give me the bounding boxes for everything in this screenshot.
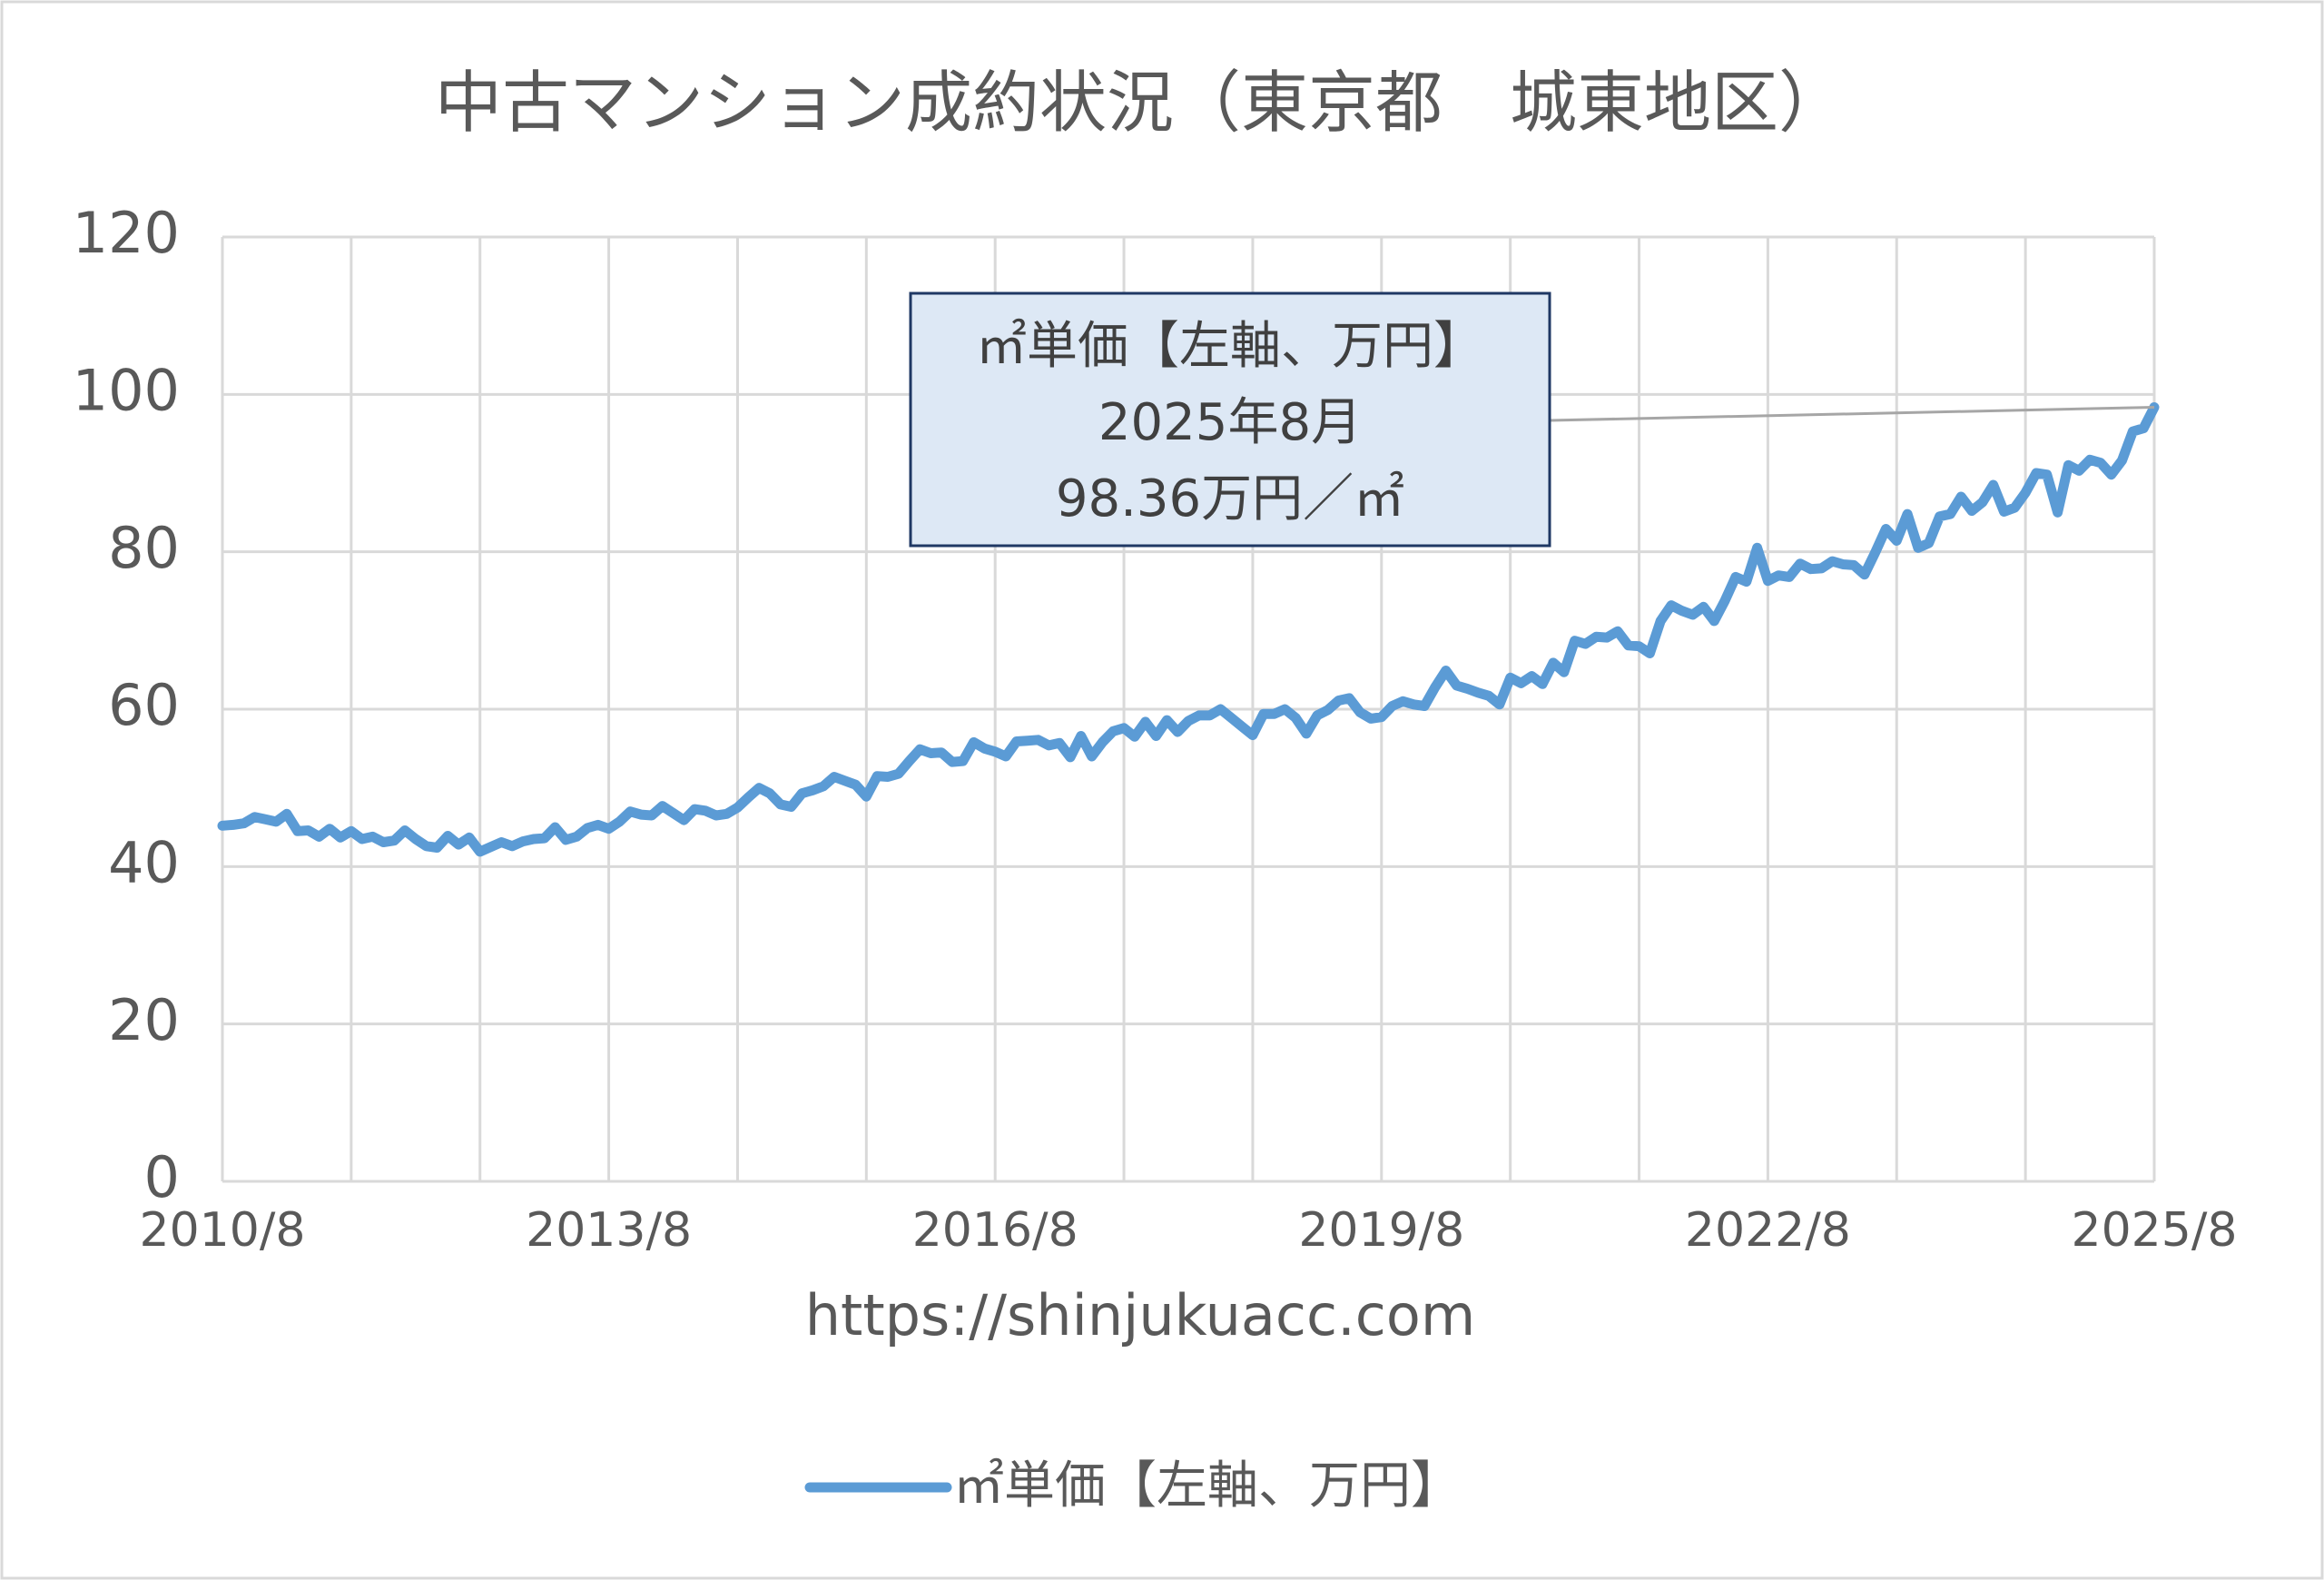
y-tick-label: 20 [108,987,180,1053]
callout-text: 98.36万円／㎡ [1056,469,1404,528]
x-tick-label: 2016/8 [912,1203,1078,1258]
x-tick-label: 2019/8 [1298,1203,1464,1258]
y-tick-label: 0 [144,1144,180,1210]
callout-leader [1549,406,2155,422]
y-tick-label: 80 [108,515,180,581]
chart-title: 中古マンション成約状況（東京都 城東地区） [435,64,1846,143]
y-tick-label: 100 [73,357,180,423]
x-tick-label: 2010/8 [140,1203,306,1258]
callout-text: ㎡単価【左軸、万円】 [976,317,1484,376]
y-tick-label: 40 [108,829,180,895]
data-line [217,402,2160,857]
x-tick-label: 2013/8 [526,1203,692,1258]
y-tick-label: 120 [73,200,180,266]
x-tick-label: 2025/8 [2072,1203,2238,1258]
legend-label: ㎡単価【左軸、万円】 [953,1457,1462,1516]
y-tick-label: 60 [108,672,180,738]
callout-box [909,291,1551,548]
x-tick-label: 2022/8 [1685,1203,1851,1258]
x-axis-label: https://shinjukuacc.com [805,1282,1475,1348]
callout-text: 2025年8月 [1098,393,1362,452]
